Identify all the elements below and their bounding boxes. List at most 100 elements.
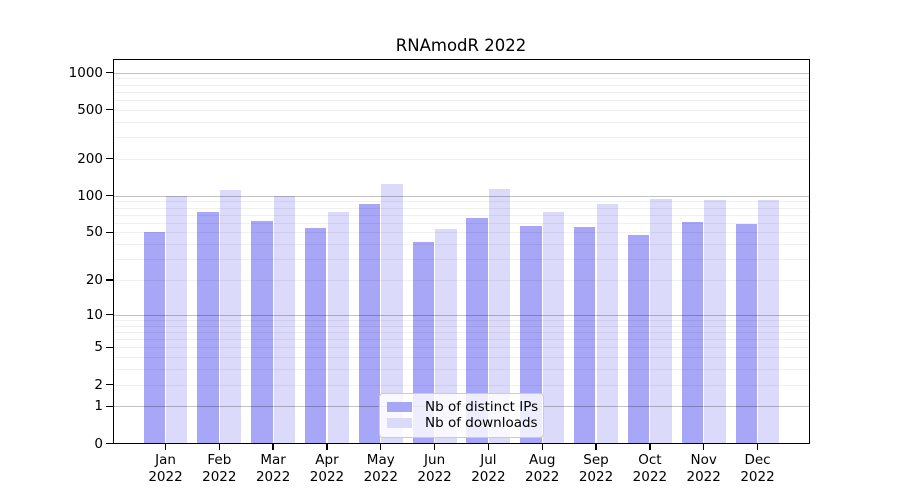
x-tick-label-jan: Jan 2022 [148, 451, 183, 485]
x-tick-sep [595, 443, 597, 450]
bar-downloads-oct [650, 199, 672, 444]
x-tick-dec [756, 443, 759, 450]
legend-swatch-distinct-ips [387, 401, 412, 412]
y-tick-100 [106, 195, 113, 197]
legend-item-downloads: Nb of downloads [380, 415, 543, 431]
y-tick-label-200: 200 [77, 150, 103, 167]
y-tick-label-1: 1 [94, 398, 103, 415]
x-tick-feb [218, 443, 220, 450]
x-tick-label-dec: Dec 2022 [740, 451, 775, 485]
y-tick-label-1000: 1000 [68, 64, 103, 81]
bar-downloads-jun [435, 229, 457, 444]
x-tick-label-apr: Apr 2022 [309, 451, 345, 485]
bar-downloads-nov [704, 199, 726, 444]
y-tick-label-20: 20 [85, 272, 103, 289]
bar-distinct-ips-mar [251, 221, 273, 444]
gridline-minor-40 [113, 244, 810, 246]
x-tick-jan [164, 443, 167, 450]
y-tick-200 [106, 158, 113, 160]
gridline-minor-300 [113, 137, 810, 139]
x-tick-label-aug: Aug 2022 [525, 451, 560, 485]
legend: Nb of distinct IPs Nb of downloads [379, 392, 544, 438]
y-tick-1000 [106, 71, 113, 74]
bar-distinct-ips-jul [466, 217, 488, 444]
x-tick-label-jun: Jun 2022 [417, 451, 452, 485]
chart-title: RNAmodR 2022 [395, 36, 527, 55]
x-tick-jun [433, 443, 436, 450]
y-tick-label-0: 0 [94, 435, 103, 452]
y-tick-0 [106, 442, 113, 445]
bar-downloads-may [381, 183, 403, 444]
y-tick-50 [106, 231, 113, 234]
x-tick-label-sep: Sep 2022 [578, 451, 614, 485]
gridline-minor-30 [113, 259, 810, 261]
bar-distinct-ips-jan [143, 232, 165, 444]
y-tick-label-2: 2 [94, 376, 103, 393]
gridline-minor-8 [113, 325, 810, 327]
bar-downloads-aug [542, 212, 565, 444]
bar-downloads-sep [596, 203, 619, 444]
gridline-minor-4 [113, 357, 810, 359]
bar-distinct-ips-sep [574, 227, 596, 444]
y-tick-20 [106, 279, 113, 281]
y-tick-1 [106, 405, 113, 407]
gridline-minor-90 [113, 201, 810, 203]
x-tick-mar [272, 443, 274, 450]
bar-downloads-dec [758, 200, 780, 444]
y-tick-label-500: 500 [77, 101, 103, 118]
bar-distinct-ips-dec [735, 223, 757, 444]
y-tick-label-10: 10 [85, 306, 103, 323]
bar-distinct-ips-oct [627, 234, 650, 444]
bar-distinct-ips-feb [197, 212, 219, 444]
y-tick-label-50: 50 [85, 224, 103, 241]
gridline-minor-5 [113, 347, 810, 349]
bar-downloads-jul [489, 188, 511, 444]
gridline-minor-70 [113, 214, 810, 216]
gridline-minor-600 [113, 99, 810, 101]
gridline-minor-20 [113, 280, 810, 282]
x-tick-label-feb: Feb 2022 [202, 451, 237, 485]
bar-downloads-feb [219, 189, 242, 444]
y-tick-10 [106, 314, 113, 316]
gridline-minor-900 [113, 78, 810, 80]
gridline-minor-7 [113, 331, 810, 333]
gridline-minor-60 [113, 222, 810, 224]
x-tick-label-nov: Nov 2022 [686, 451, 721, 485]
bar-downloads-jan [166, 195, 188, 444]
x-tick-apr [326, 443, 328, 450]
gridline-major-1000 [113, 72, 810, 74]
x-tick-label-oct: Oct 2022 [632, 451, 668, 485]
gridline-minor-2 [113, 384, 810, 386]
x-tick-nov [702, 443, 705, 450]
y-tick-label-5: 5 [94, 339, 103, 356]
legend-label-downloads: Nb of downloads [425, 414, 538, 431]
gridline-minor-400 [113, 121, 810, 123]
gridline-minor-50 [113, 232, 810, 234]
gridline-minor-6 [113, 339, 810, 341]
x-tick-label-mar: Mar 2022 [255, 451, 291, 485]
y-tick-2 [106, 383, 113, 386]
gridline-minor-200 [113, 158, 810, 160]
y-tick-5 [106, 346, 113, 348]
bar-distinct-ips-apr [304, 228, 327, 444]
gridline-minor-500 [113, 109, 810, 111]
x-tick-aug [541, 443, 543, 450]
gridline-major-100 [113, 195, 810, 197]
bar-downloads-apr [327, 212, 349, 444]
x-tick-jul [487, 443, 490, 450]
legend-label-distinct-ips: Nb of distinct IPs [425, 398, 539, 415]
x-tick-may [380, 443, 382, 450]
gridline-minor-9 [113, 319, 810, 321]
legend-item-distinct-ips: Nb of distinct IPs [380, 399, 543, 415]
bar-distinct-ips-may [358, 204, 381, 444]
x-tick-label-jul: Jul 2022 [471, 451, 506, 485]
x-tick-oct [649, 443, 651, 450]
plot-area [113, 59, 810, 444]
legend-swatch-downloads [387, 417, 412, 428]
gridline-major-10 [113, 314, 810, 316]
y-tick-500 [106, 109, 113, 111]
bar-distinct-ips-nov [681, 221, 704, 444]
x-tick-label-may: May 2022 [363, 451, 398, 485]
gridline-minor-800 [113, 84, 810, 86]
